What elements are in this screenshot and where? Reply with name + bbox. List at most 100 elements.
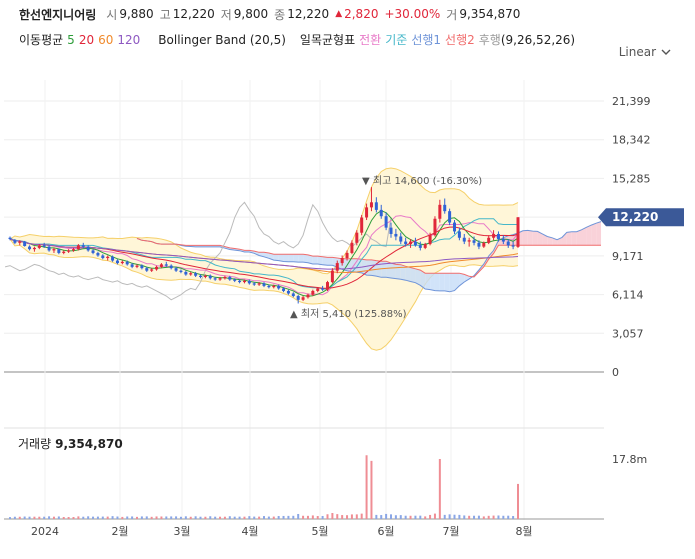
ichimoku-base[interactable]: 기준 bbox=[385, 33, 408, 47]
y-tick-label: 6,114 bbox=[612, 289, 644, 302]
volume-bar bbox=[116, 516, 119, 519]
x-tick-label: 4월 bbox=[241, 525, 258, 538]
candle-body bbox=[369, 202, 373, 208]
y-tick-label: 0 bbox=[612, 366, 619, 379]
candle-body bbox=[262, 283, 266, 286]
ma-label[interactable]: 이동평균 bbox=[19, 33, 64, 47]
candle-body bbox=[257, 283, 261, 285]
volume-bar bbox=[87, 516, 90, 519]
volume-bar bbox=[341, 515, 344, 519]
volume-bar bbox=[243, 516, 246, 519]
volume-bar bbox=[121, 516, 124, 519]
volume-bar bbox=[140, 516, 143, 519]
candle-body bbox=[492, 233, 496, 238]
volume-value: 9,354,870 bbox=[459, 7, 521, 21]
candle-body bbox=[184, 271, 188, 275]
ma-20[interactable]: 20 bbox=[78, 32, 95, 47]
ichimoku-cloud-segment bbox=[561, 232, 567, 246]
candle-body bbox=[145, 268, 149, 271]
volume-bar bbox=[282, 515, 285, 519]
volume-bar bbox=[502, 515, 505, 519]
candle-body bbox=[140, 265, 144, 269]
volume-bar bbox=[131, 516, 134, 519]
ichimoku-cloud-segment bbox=[537, 231, 543, 246]
candle-body bbox=[213, 278, 217, 280]
ichimoku-cloud-segment bbox=[405, 266, 411, 282]
ichimoku-cloud-segment bbox=[322, 256, 328, 266]
ichimoku-lagging[interactable]: 후행 bbox=[478, 33, 501, 47]
candle-body bbox=[37, 245, 41, 248]
candle-body bbox=[340, 258, 344, 264]
volume-bar bbox=[160, 516, 163, 519]
ma-5[interactable]: 5 bbox=[67, 32, 75, 47]
volume-bar bbox=[111, 516, 114, 519]
candle-body bbox=[223, 277, 227, 279]
volume-bar bbox=[448, 514, 451, 519]
bollinger-upper-line bbox=[9, 167, 519, 275]
volume-bar bbox=[155, 516, 158, 519]
candle-body bbox=[233, 279, 237, 281]
candle-body bbox=[399, 236, 403, 242]
ichimoku-cloud-segment bbox=[425, 273, 431, 290]
change-percent: +30.00% bbox=[384, 7, 441, 21]
volume-bar bbox=[199, 516, 202, 519]
volume-bar bbox=[13, 516, 16, 519]
volume-title-value: 9,354,870 bbox=[55, 437, 123, 451]
candle-body bbox=[467, 240, 471, 242]
candle-body bbox=[448, 211, 452, 223]
ichimoku-cloud-segment bbox=[371, 259, 377, 277]
volume-bar bbox=[433, 513, 436, 519]
ma-60[interactable]: 60 bbox=[98, 32, 114, 47]
volume-bar bbox=[370, 460, 373, 519]
volume-bar bbox=[52, 516, 55, 519]
volume-bar bbox=[287, 515, 290, 519]
candle-body bbox=[296, 296, 300, 300]
ichimoku-cloud-segment bbox=[547, 236, 553, 246]
ichimoku-cloud-segment bbox=[576, 229, 582, 246]
ichimoku-span2[interactable]: 선행2 bbox=[445, 33, 475, 47]
volume-bar bbox=[394, 515, 397, 519]
candle-body bbox=[516, 217, 520, 247]
volume-bar bbox=[248, 516, 251, 519]
ichimoku-conversion[interactable]: 전환 bbox=[359, 33, 382, 47]
candle-body bbox=[360, 217, 364, 233]
bollinger-label[interactable]: Bollinger Band (20,5) bbox=[158, 32, 286, 47]
candle-body bbox=[316, 288, 320, 291]
candle-body bbox=[350, 242, 354, 253]
candle-body bbox=[120, 261, 124, 264]
candle-body bbox=[13, 240, 17, 243]
volume-bar bbox=[204, 516, 207, 519]
volume-bar bbox=[507, 515, 510, 519]
candle-body bbox=[418, 245, 422, 248]
volume-bar bbox=[424, 516, 427, 519]
volume-bar bbox=[165, 516, 168, 519]
candle-body bbox=[365, 207, 369, 218]
candle-body bbox=[106, 256, 110, 259]
y-tick-label: 3,057 bbox=[612, 327, 644, 340]
low-annotation: ▲ 최저 5,410 (125.88%) bbox=[290, 308, 407, 320]
bollinger-band-fill bbox=[10, 168, 518, 351]
candle-body bbox=[208, 275, 212, 279]
volume-bar bbox=[292, 515, 295, 519]
x-tick-label: 6월 bbox=[377, 525, 394, 538]
ma-120[interactable]: 120 bbox=[117, 32, 141, 47]
volume-bar bbox=[77, 516, 80, 519]
high-label: 고 bbox=[159, 7, 171, 22]
candle-body bbox=[477, 242, 481, 247]
candle-body bbox=[203, 275, 207, 278]
low-label: 저 bbox=[220, 7, 232, 22]
volume-bar bbox=[458, 514, 461, 519]
ichimoku-span1[interactable]: 선행1 bbox=[411, 33, 442, 47]
scale-dropdown[interactable]: Linear bbox=[619, 45, 671, 59]
ichimoku-cloud-segment bbox=[327, 257, 333, 266]
candle-body bbox=[374, 202, 378, 210]
candle-body bbox=[496, 233, 500, 240]
candle-body bbox=[472, 240, 476, 243]
ichimoku-cloud-segment bbox=[420, 270, 426, 289]
ichimoku-label[interactable]: 일목균형표 bbox=[299, 33, 356, 47]
x-tick-label: 5월 bbox=[311, 525, 328, 538]
ichimoku-span1-line bbox=[136, 221, 602, 293]
ichimoku-cloud-segment bbox=[356, 258, 362, 273]
volume-bar bbox=[316, 516, 319, 519]
